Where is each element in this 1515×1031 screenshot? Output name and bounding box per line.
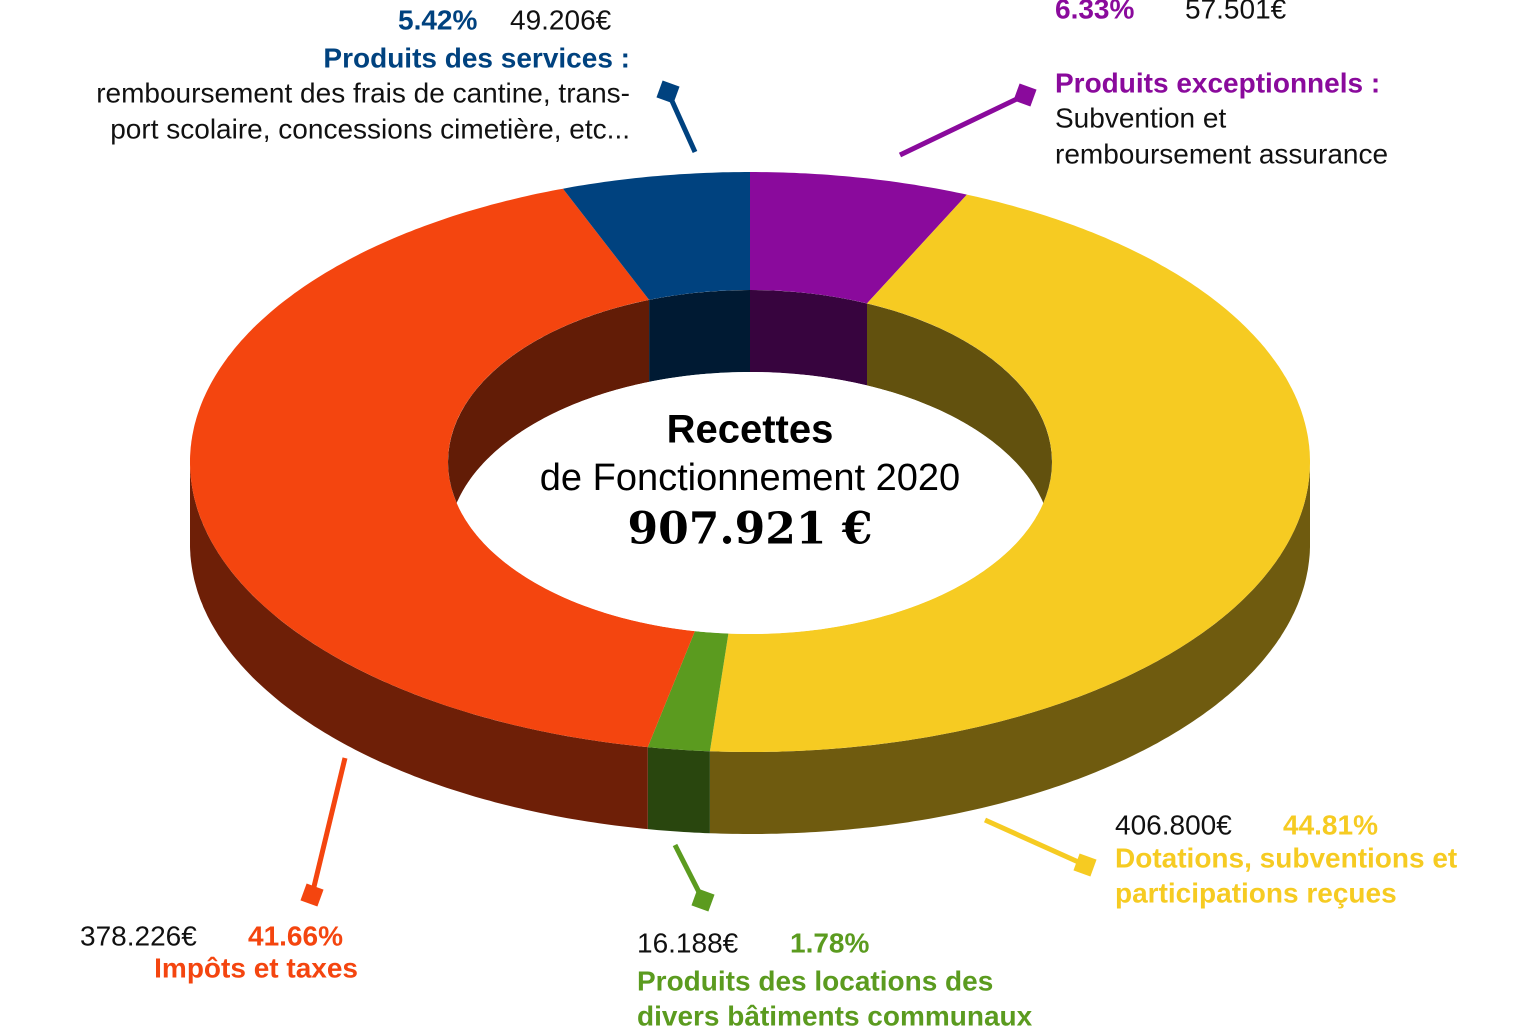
category-label: divers bâtiments communaux (637, 1000, 1033, 1031)
amount-label: 406.800€ (1115, 809, 1232, 840)
center-subtitle: de Fonctionnement 2020 (540, 457, 960, 499)
amount-label: 378.226€ (80, 920, 197, 951)
category-label: Produits des locations des (637, 965, 993, 996)
amount-label: 49.206€ (510, 4, 612, 35)
slice (709, 194, 1310, 753)
description: remboursement assurance (1055, 138, 1388, 169)
value-label: 6.33% (1055, 0, 1134, 24)
description: Subvention et (1055, 102, 1226, 133)
category-label: participations reçues (1115, 877, 1397, 908)
leader-line (898, 92, 1027, 158)
inner-wall (448, 299, 650, 544)
leader-line (983, 817, 1087, 868)
slice (647, 631, 729, 752)
slice-side (647, 747, 710, 834)
leader-line (309, 757, 348, 896)
leader-marker (1073, 853, 1097, 877)
leader-marker (1013, 83, 1037, 107)
value-label: 1.78% (790, 927, 869, 958)
inner-wall (867, 303, 1052, 544)
description: remboursement des frais de cantine, tran… (96, 77, 630, 108)
leader-marker (656, 80, 680, 104)
category-label: Produits des services : (323, 42, 630, 73)
value-label: 41.66% (248, 920, 343, 951)
slice-side (190, 462, 648, 830)
leader-marker (300, 883, 324, 907)
value-label: 44.81% (1283, 809, 1378, 840)
slice (750, 172, 967, 304)
slice (190, 188, 695, 748)
center-total: 907.921 € (628, 504, 873, 555)
category-label: Dotations, subventions et (1115, 842, 1457, 873)
slice (563, 172, 750, 300)
category-label: Produits exceptionnels : (1055, 67, 1380, 98)
leader-marker (691, 888, 715, 912)
category-label: Impôts et taxes (154, 952, 358, 983)
inner-wall (750, 290, 867, 386)
center-title: Recettes (667, 408, 834, 452)
inner-wall (649, 290, 750, 382)
amount-label: 57.501€ (1185, 0, 1287, 24)
value-label: 5.42% (398, 4, 477, 35)
slice-side (709, 462, 1310, 834)
amount-label: 16.188€ (637, 927, 739, 958)
description: port scolaire, concessions cimetière, et… (110, 113, 630, 144)
